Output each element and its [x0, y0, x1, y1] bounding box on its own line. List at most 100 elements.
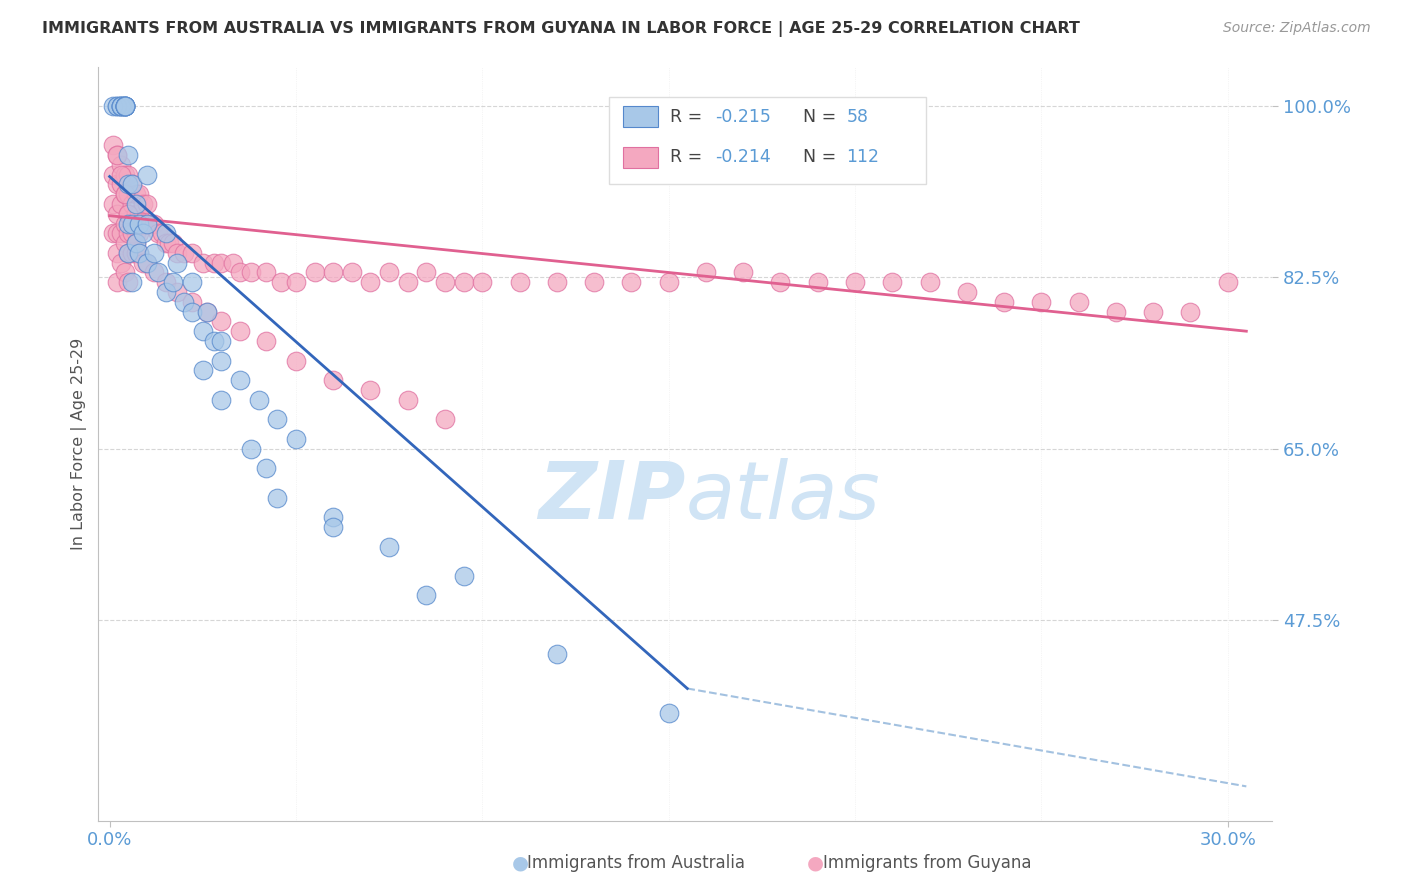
Point — [125, 246, 148, 260]
Point — [114, 236, 136, 251]
Point — [110, 99, 132, 113]
Point — [105, 275, 128, 289]
Point — [1031, 294, 1053, 309]
Point — [110, 255, 132, 269]
Point — [807, 275, 830, 289]
Point — [360, 383, 382, 397]
Point — [284, 432, 307, 446]
Point — [209, 353, 232, 368]
Point — [157, 236, 180, 251]
Point — [121, 178, 143, 192]
Point — [150, 227, 173, 241]
Y-axis label: In Labor Force | Age 25-29: In Labor Force | Age 25-29 — [72, 338, 87, 549]
Point — [266, 412, 288, 426]
Point — [284, 353, 307, 368]
Point — [620, 275, 643, 289]
Point — [155, 275, 177, 289]
Point — [240, 442, 263, 456]
Point — [304, 265, 326, 279]
Point — [322, 520, 344, 534]
Text: ZIP: ZIP — [538, 458, 686, 535]
Point — [155, 227, 177, 241]
Point — [195, 304, 218, 318]
Point — [132, 255, 155, 269]
Point — [105, 99, 128, 113]
Point — [125, 236, 148, 251]
Point — [162, 236, 184, 251]
Point — [128, 227, 150, 241]
Point — [191, 255, 214, 269]
Point — [128, 217, 150, 231]
Point — [117, 168, 139, 182]
Point — [918, 275, 941, 289]
Point — [658, 275, 681, 289]
Point — [135, 217, 157, 231]
Text: R =: R = — [671, 108, 707, 126]
Point — [121, 246, 143, 260]
Point — [110, 178, 132, 192]
Point — [340, 265, 363, 279]
Point — [121, 178, 143, 192]
Point — [117, 275, 139, 289]
Text: -0.214: -0.214 — [714, 148, 770, 166]
FancyBboxPatch shape — [623, 147, 658, 168]
Point — [132, 227, 155, 241]
Point — [180, 294, 202, 309]
Point — [103, 138, 125, 153]
Point — [114, 99, 136, 113]
Point — [229, 324, 252, 338]
Point — [121, 275, 143, 289]
Point — [180, 304, 202, 318]
Point — [956, 285, 979, 299]
Point — [103, 227, 125, 241]
Point — [128, 246, 150, 260]
Point — [110, 99, 132, 113]
Point — [434, 412, 457, 426]
Point — [117, 178, 139, 192]
Point — [110, 227, 132, 241]
Point — [128, 207, 150, 221]
Point — [105, 246, 128, 260]
Text: Immigrants from Australia: Immigrants from Australia — [527, 855, 745, 872]
Point — [155, 285, 177, 299]
Point — [254, 265, 277, 279]
Point — [121, 197, 143, 211]
Point — [110, 168, 132, 182]
Point — [125, 197, 148, 211]
Point — [114, 99, 136, 113]
Point — [453, 569, 475, 583]
Point — [1180, 304, 1202, 318]
Point — [191, 363, 214, 377]
Point — [114, 99, 136, 113]
Point — [105, 148, 128, 162]
Point — [162, 275, 184, 289]
Text: ●: ● — [807, 854, 824, 873]
Point — [103, 197, 125, 211]
Text: Source: ZipAtlas.com: Source: ZipAtlas.com — [1223, 21, 1371, 35]
Text: Immigrants from Guyana: Immigrants from Guyana — [823, 855, 1031, 872]
Point — [209, 334, 232, 348]
Point — [132, 197, 155, 211]
Point — [396, 275, 419, 289]
Point — [166, 246, 188, 260]
Point — [322, 373, 344, 387]
Point — [125, 227, 148, 241]
Point — [882, 275, 904, 289]
Point — [434, 275, 457, 289]
Point — [209, 392, 232, 407]
Point — [229, 373, 252, 387]
Point — [135, 197, 157, 211]
Point — [658, 706, 681, 720]
Point — [117, 246, 139, 260]
Point — [509, 275, 531, 289]
Text: IMMIGRANTS FROM AUSTRALIA VS IMMIGRANTS FROM GUYANA IN LABOR FORCE | AGE 25-29 C: IMMIGRANTS FROM AUSTRALIA VS IMMIGRANTS … — [42, 21, 1080, 37]
Point — [117, 207, 139, 221]
Text: R =: R = — [671, 148, 707, 166]
Point — [270, 275, 292, 289]
Point — [284, 275, 307, 289]
Point — [146, 265, 169, 279]
Point — [143, 246, 166, 260]
Point — [453, 275, 475, 289]
Point — [121, 227, 143, 241]
Text: N =: N = — [803, 148, 842, 166]
